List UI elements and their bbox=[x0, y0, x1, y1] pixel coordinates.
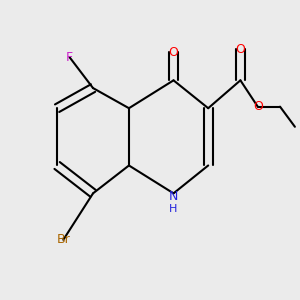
Text: N: N bbox=[169, 190, 178, 203]
Text: H: H bbox=[169, 204, 178, 214]
Text: O: O bbox=[169, 46, 178, 59]
Text: Br: Br bbox=[56, 233, 70, 246]
Text: F: F bbox=[66, 51, 73, 64]
Text: O: O bbox=[236, 43, 245, 56]
Text: O: O bbox=[253, 100, 263, 113]
